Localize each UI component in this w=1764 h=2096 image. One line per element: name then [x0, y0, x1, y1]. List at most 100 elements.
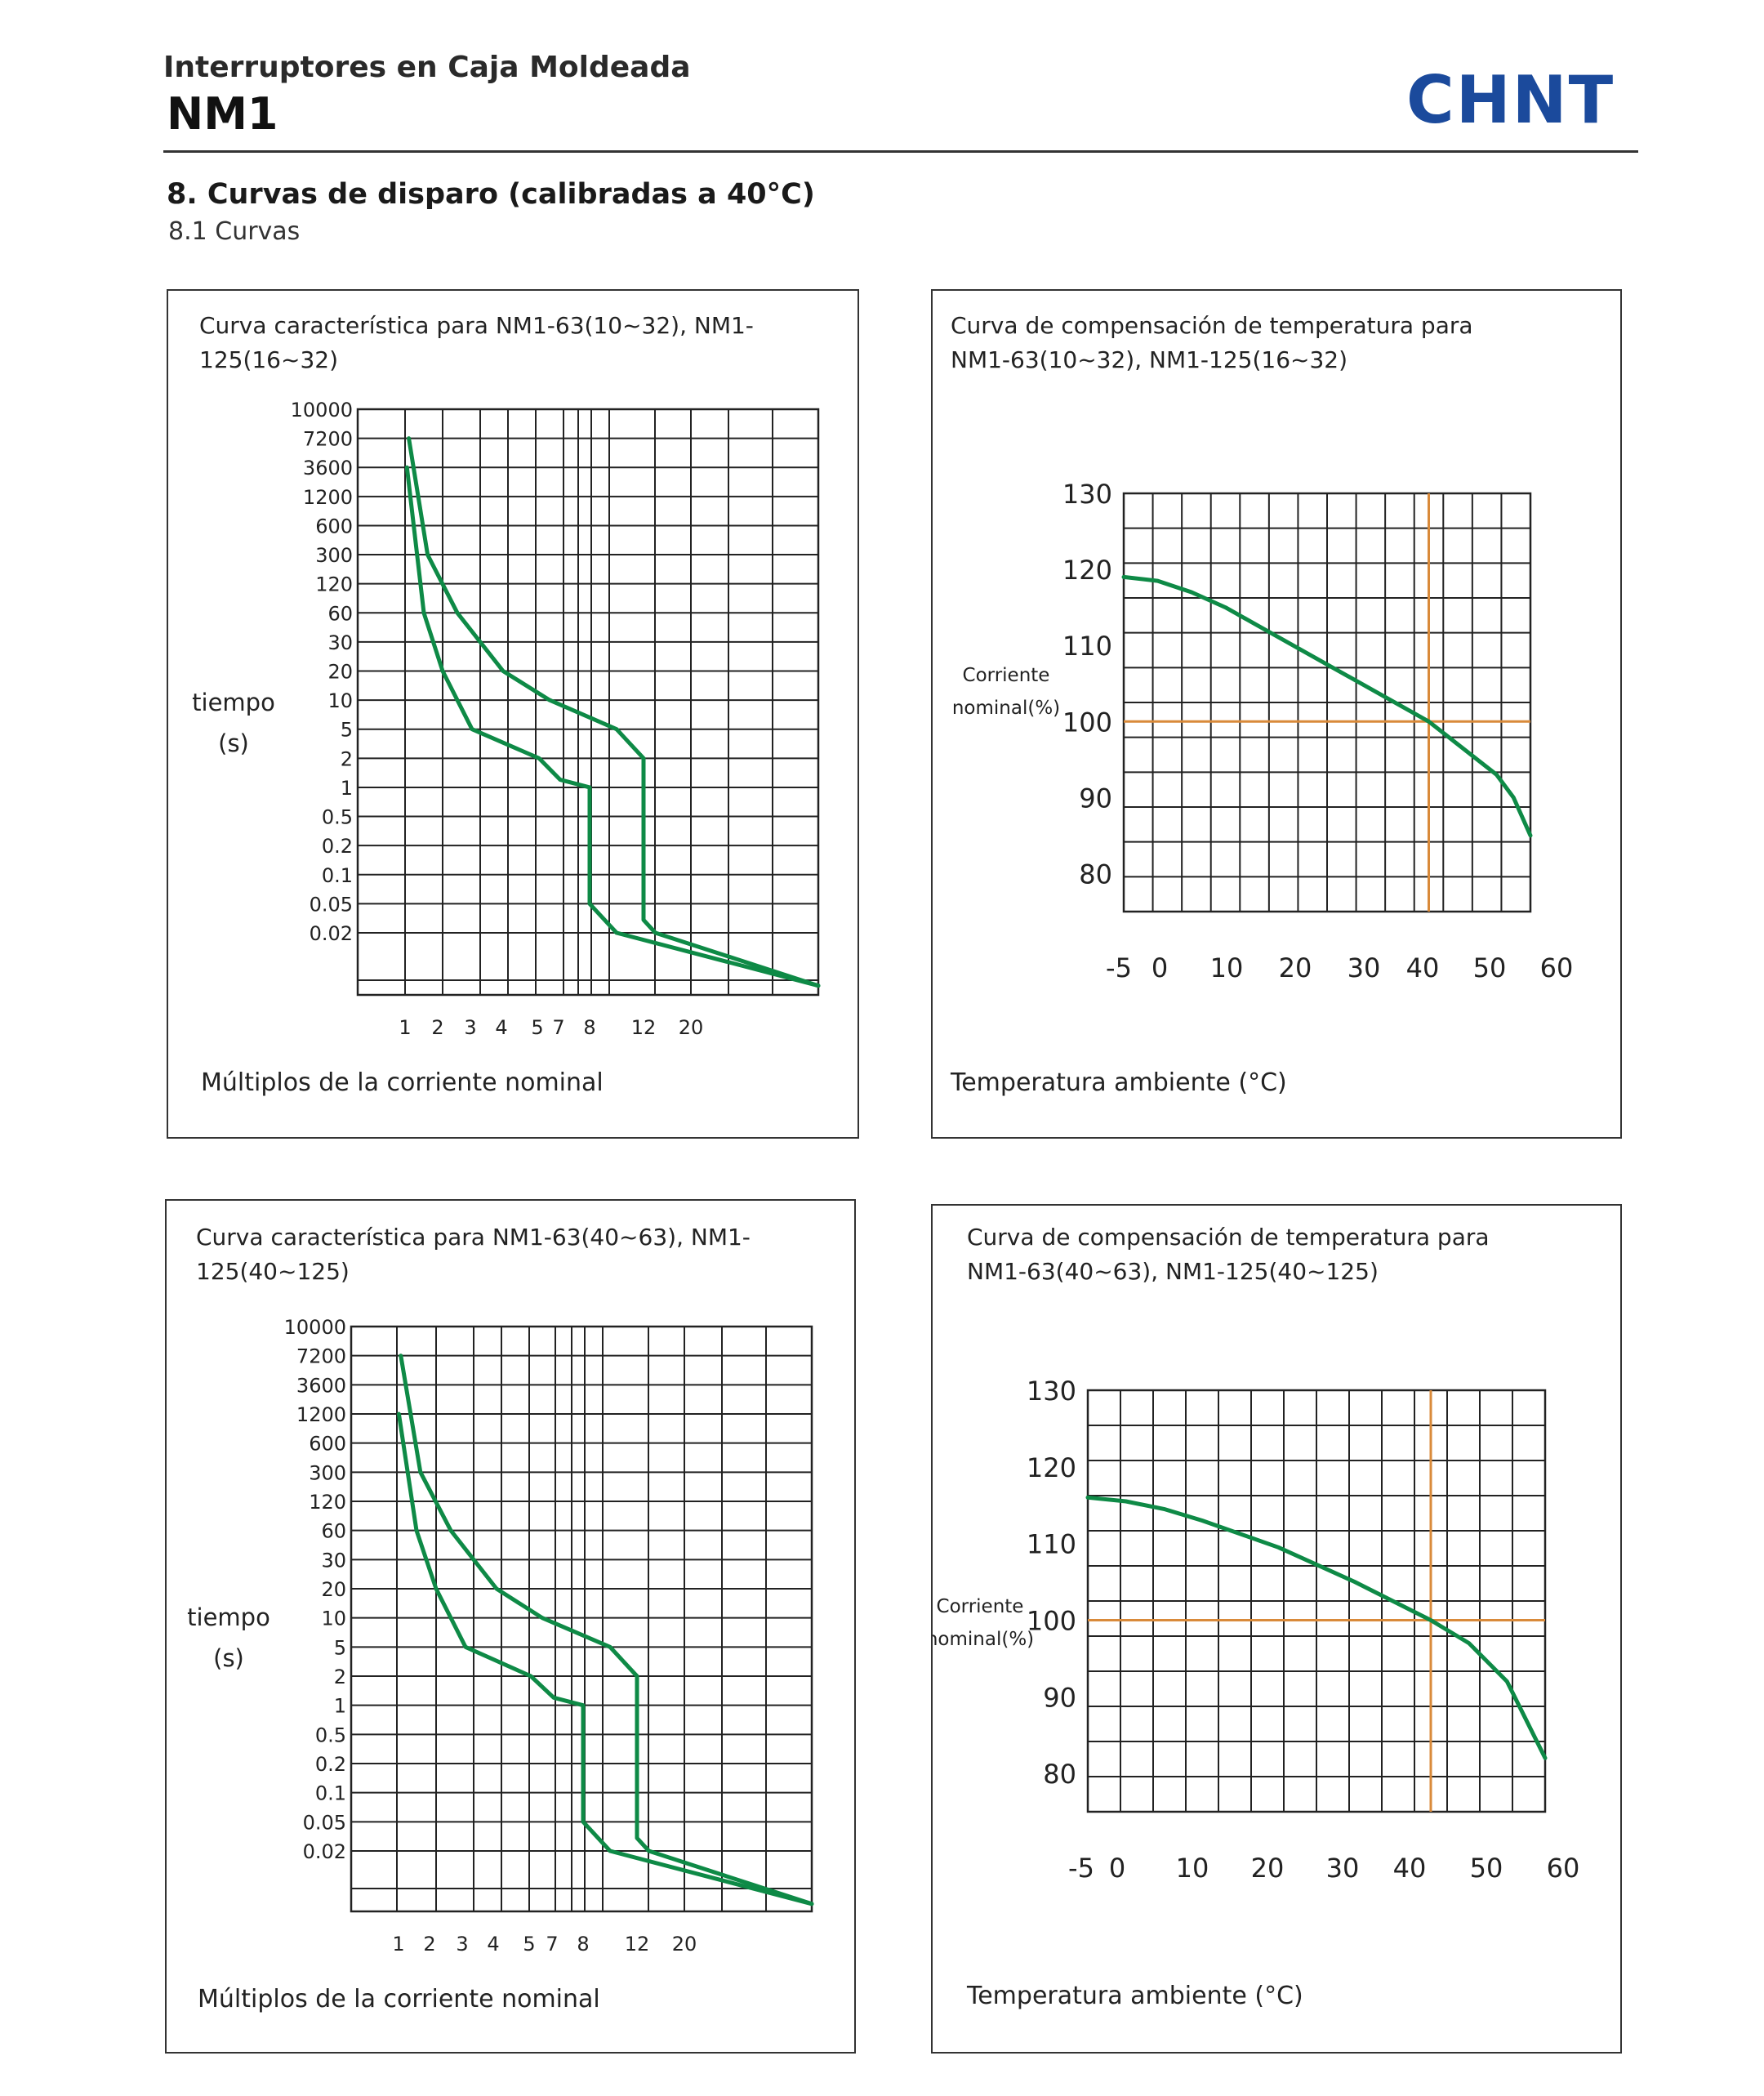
y-tick-label: 30 [327, 631, 353, 654]
y-tick-label: 10000 [284, 1316, 346, 1339]
x-tick-label: 8 [577, 1933, 589, 1956]
x-tick-label: 10 [1176, 1853, 1209, 1884]
panel-title-line-2: NM1-63(10~32), NM1-125(16~32) [951, 346, 1348, 373]
y-tick-label: 80 [1079, 858, 1112, 890]
x-tick-label: 20 [1251, 1853, 1285, 1884]
y-tick-label: 100 [1062, 707, 1112, 738]
chart-y-axis-label: Corriente [937, 1596, 1024, 1617]
plot-frame [350, 1325, 813, 1913]
y-tick-label: 60 [321, 1520, 346, 1543]
panel-title-line-1: Curva de compensación de temperatura par… [967, 1224, 1490, 1251]
y-tick-label: 100 [1027, 1605, 1076, 1636]
chart-x-axis-label: Múltiplos de la corriente nominal [201, 1068, 604, 1097]
y-tick-label: 7200 [303, 428, 353, 451]
x-tick-label: 4 [487, 1933, 499, 1956]
chart-y-axis-unit: nominal(%) [952, 698, 1060, 719]
y-tick-label: 0.2 [315, 1753, 346, 1776]
y-tick-label: 130 [1027, 1376, 1076, 1407]
y-tick-label: 10 [327, 689, 353, 712]
x-tick-label: 0 [1152, 952, 1168, 983]
y-tick-label: 2 [341, 747, 353, 770]
chart-y-axis-unit: (s) [218, 729, 249, 757]
y-tick-label: 130 [1062, 479, 1112, 510]
x-tick-label: 20 [679, 1016, 704, 1039]
x-tick-label: 50 [1473, 952, 1507, 983]
temperature-compensation-panel-2: Curva de compensación de temperatura par… [931, 1204, 1622, 2054]
x-tick-label: -5 [1106, 952, 1132, 983]
y-tick-label: 1200 [296, 1403, 346, 1426]
y-tick-label: 30 [321, 1549, 346, 1572]
x-tick-label: 20 [672, 1933, 697, 1956]
document-title: Interruptores en Caja Moldeada [163, 51, 691, 84]
y-tick-label: 110 [1062, 631, 1112, 662]
x-tick-label: 0 [1109, 1853, 1125, 1884]
y-tick-label: 1 [341, 777, 353, 800]
section-title: 8. Curvas de disparo (calibradas a 40°C) [167, 178, 815, 211]
chart-y-axis-label: Corriente [963, 665, 1050, 686]
trip-curve-lower [396, 1411, 814, 1906]
x-tick-label: 5 [523, 1933, 535, 1956]
y-tick-label: 120 [1027, 1452, 1076, 1483]
y-tick-label: 0.5 [322, 806, 353, 829]
trip-curve-lower [404, 465, 821, 988]
chart-x-axis-label: Temperatura ambiente (°C) [967, 1982, 1303, 2010]
x-tick-label: 20 [1279, 952, 1312, 983]
y-tick-label: 80 [1043, 1759, 1076, 1790]
trip-curve-chart: 10000720036001200600300120603020105210.5… [192, 399, 821, 1039]
chart-y-axis-label: tiempo [192, 689, 275, 716]
y-tick-label: 20 [321, 1578, 346, 1601]
y-tick-label: 3600 [296, 1374, 346, 1397]
y-tick-label: 120 [309, 1491, 346, 1514]
x-tick-label: 60 [1540, 952, 1574, 983]
y-tick-label: 120 [315, 573, 353, 596]
header-divider [163, 150, 1638, 153]
y-tick-label: 60 [327, 602, 353, 625]
trip-curve-upper [399, 1353, 814, 1906]
y-tick-label: 90 [1079, 783, 1112, 814]
x-tick-label: 2 [423, 1933, 435, 1956]
x-tick-label: 30 [1348, 952, 1381, 983]
y-tick-label: 0.05 [303, 1811, 346, 1834]
y-tick-label: 120 [1062, 555, 1112, 586]
x-tick-label: -5 [1068, 1853, 1094, 1884]
y-tick-label: 90 [1043, 1682, 1076, 1713]
y-tick-label: 1 [334, 1695, 346, 1718]
panel-title: Curva característica para NM1-63(40~63),… [196, 1224, 751, 1285]
x-tick-label: 5 [531, 1016, 543, 1039]
temperature-compensation-chart: 130 120 110 100 90 80 -5 0 10 20 30 40 50 60 Corriente… [952, 479, 1574, 983]
y-tick-label: 0.02 [310, 922, 353, 945]
x-tick-label: 7 [546, 1933, 558, 1956]
y-tick-label: 3600 [303, 457, 353, 479]
x-tick-label: 12 [631, 1016, 657, 1039]
y-tick-label: 20 [327, 661, 353, 684]
x-tick-label: 1 [392, 1933, 404, 1956]
panel-title: Curva característica para NM1-63(10~32),… [199, 312, 754, 373]
x-tick-label: 40 [1393, 1853, 1427, 1884]
y-tick-label: 300 [309, 1461, 346, 1484]
compensation-curve [1085, 1495, 1548, 1760]
x-tick-label: 4 [495, 1016, 507, 1039]
y-tick-label: 0.05 [310, 893, 353, 916]
plot-frame [1086, 1389, 1547, 1813]
x-tick-label: 60 [1547, 1853, 1580, 1884]
y-tick-label: 1200 [303, 486, 353, 509]
trip-curve-upper [407, 436, 821, 988]
y-tick-label: 600 [315, 515, 353, 537]
y-tick-label: 0.1 [322, 864, 353, 887]
chart-x-axis-label: Múltiplos de la corriente nominal [198, 1985, 600, 2013]
y-tick-label: 5 [334, 1636, 346, 1659]
chart-y-axis-unit: nominal(%) [933, 1629, 1034, 1650]
x-tick-label: 1 [399, 1016, 411, 1039]
x-tick-label: 40 [1406, 952, 1440, 983]
y-tick-label: 5 [341, 719, 353, 742]
y-tick-label: 600 [309, 1433, 346, 1456]
y-tick-label: 110 [1027, 1529, 1076, 1560]
model-name: NM1 [167, 88, 278, 140]
chart-y-axis-unit: (s) [213, 1644, 244, 1672]
section-subtitle: 8.1 Curvas [168, 217, 301, 246]
y-tick-label: 0.5 [315, 1724, 346, 1746]
temperature-compensation-chart: 130 120 110 100 90 80 -5 0 10 20 30 40 50 60 Corriente… [933, 1376, 1580, 1884]
x-tick-label: 3 [464, 1016, 476, 1039]
panel-title-line-2: NM1-63(40~63), NM1-125(40~125) [967, 1258, 1379, 1285]
panel-title-line-1: Curva de compensación de temperatura par… [951, 312, 1473, 339]
